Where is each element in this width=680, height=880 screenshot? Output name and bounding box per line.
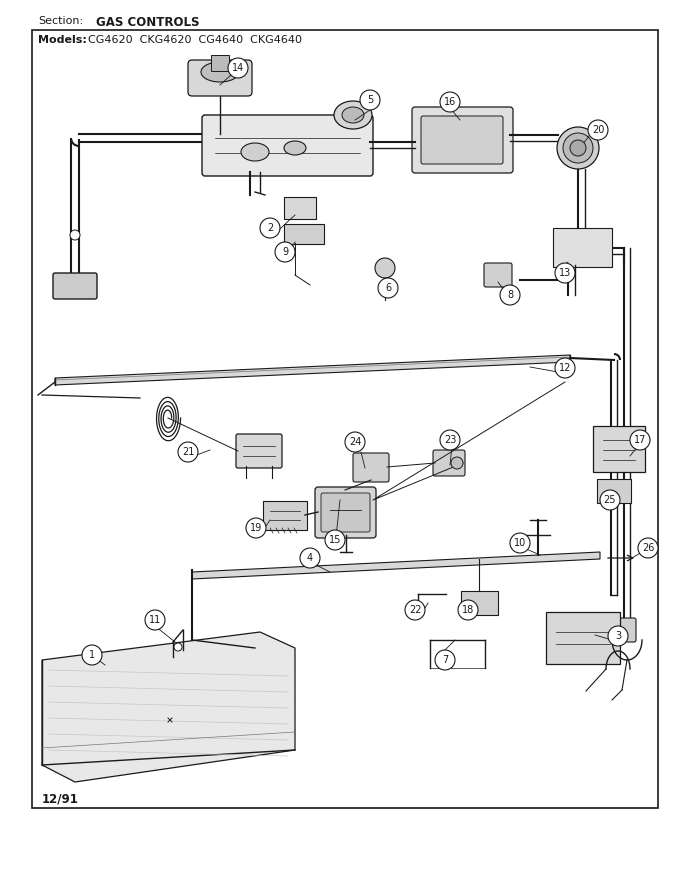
Circle shape: [275, 242, 295, 262]
Text: CG4620  CKG4620  CG4640  CKG4640: CG4620 CKG4620 CG4640 CKG4640: [88, 35, 302, 45]
Ellipse shape: [451, 457, 463, 469]
FancyBboxPatch shape: [211, 55, 229, 71]
Text: 14: 14: [232, 63, 244, 73]
FancyBboxPatch shape: [284, 224, 324, 244]
Circle shape: [588, 120, 608, 140]
Text: Section:: Section:: [38, 16, 83, 26]
Circle shape: [178, 442, 198, 462]
Ellipse shape: [342, 107, 364, 123]
Text: 18: 18: [462, 605, 474, 615]
Text: 5: 5: [367, 95, 373, 105]
Ellipse shape: [334, 101, 372, 129]
FancyBboxPatch shape: [236, 434, 282, 468]
Circle shape: [555, 358, 575, 378]
FancyBboxPatch shape: [421, 116, 503, 164]
FancyBboxPatch shape: [597, 479, 631, 503]
FancyBboxPatch shape: [353, 453, 389, 482]
Text: 10: 10: [514, 538, 526, 548]
Text: GAS CONTROLS: GAS CONTROLS: [96, 16, 199, 29]
Text: 8: 8: [507, 290, 513, 300]
Circle shape: [405, 600, 425, 620]
Text: 1: 1: [89, 650, 95, 660]
Ellipse shape: [557, 127, 599, 169]
FancyBboxPatch shape: [202, 115, 373, 176]
Text: 26: 26: [642, 543, 654, 553]
Text: 23: 23: [444, 435, 456, 445]
Ellipse shape: [563, 133, 593, 163]
Text: 9: 9: [282, 247, 288, 257]
Text: 22: 22: [409, 605, 421, 615]
Circle shape: [325, 530, 345, 550]
FancyBboxPatch shape: [433, 450, 465, 476]
Circle shape: [630, 430, 650, 450]
Circle shape: [345, 432, 365, 452]
FancyBboxPatch shape: [412, 107, 513, 173]
Text: 7: 7: [442, 655, 448, 665]
Circle shape: [500, 285, 520, 305]
FancyBboxPatch shape: [315, 487, 376, 538]
FancyBboxPatch shape: [321, 493, 370, 532]
Circle shape: [82, 645, 102, 665]
FancyBboxPatch shape: [484, 263, 512, 287]
Ellipse shape: [201, 62, 239, 82]
Circle shape: [145, 610, 165, 630]
Circle shape: [600, 490, 620, 510]
FancyBboxPatch shape: [461, 591, 498, 615]
Text: 13: 13: [559, 268, 571, 278]
Circle shape: [300, 548, 320, 568]
Bar: [32, 30, 658, 808]
FancyBboxPatch shape: [53, 273, 97, 299]
Circle shape: [260, 218, 280, 238]
FancyBboxPatch shape: [263, 501, 307, 530]
Circle shape: [70, 230, 80, 240]
Text: 20: 20: [592, 125, 605, 135]
Polygon shape: [55, 355, 570, 385]
Circle shape: [440, 92, 460, 112]
Circle shape: [246, 518, 266, 538]
Circle shape: [608, 626, 628, 646]
Text: 15: 15: [329, 535, 341, 545]
Circle shape: [638, 538, 658, 558]
Circle shape: [228, 58, 248, 78]
Circle shape: [435, 650, 455, 670]
Text: 24: 24: [349, 437, 361, 447]
Text: 19: 19: [250, 523, 262, 533]
Text: 17: 17: [634, 435, 646, 445]
Ellipse shape: [375, 258, 395, 278]
Text: 12/91: 12/91: [42, 793, 79, 806]
Circle shape: [555, 263, 575, 283]
Circle shape: [174, 643, 182, 651]
Text: 12: 12: [559, 363, 571, 373]
FancyBboxPatch shape: [618, 618, 636, 642]
Text: 6: 6: [385, 283, 391, 293]
Text: 2: 2: [267, 223, 273, 233]
Circle shape: [360, 90, 380, 110]
Circle shape: [378, 278, 398, 298]
Text: 16: 16: [444, 97, 456, 107]
Circle shape: [458, 600, 478, 620]
FancyBboxPatch shape: [284, 197, 316, 219]
Circle shape: [440, 430, 460, 450]
Circle shape: [510, 533, 530, 553]
Ellipse shape: [570, 140, 586, 156]
Ellipse shape: [241, 143, 269, 161]
Ellipse shape: [284, 141, 306, 155]
FancyBboxPatch shape: [553, 228, 612, 267]
Text: 21: 21: [182, 447, 194, 457]
Polygon shape: [42, 632, 295, 782]
Text: 11: 11: [149, 615, 161, 625]
Text: Models:: Models:: [38, 35, 87, 45]
Text: 4: 4: [307, 553, 313, 563]
Text: 25: 25: [604, 495, 616, 505]
FancyBboxPatch shape: [546, 612, 620, 664]
FancyBboxPatch shape: [188, 60, 252, 96]
FancyBboxPatch shape: [593, 426, 645, 472]
Polygon shape: [192, 552, 600, 579]
Text: 3: 3: [615, 631, 621, 641]
